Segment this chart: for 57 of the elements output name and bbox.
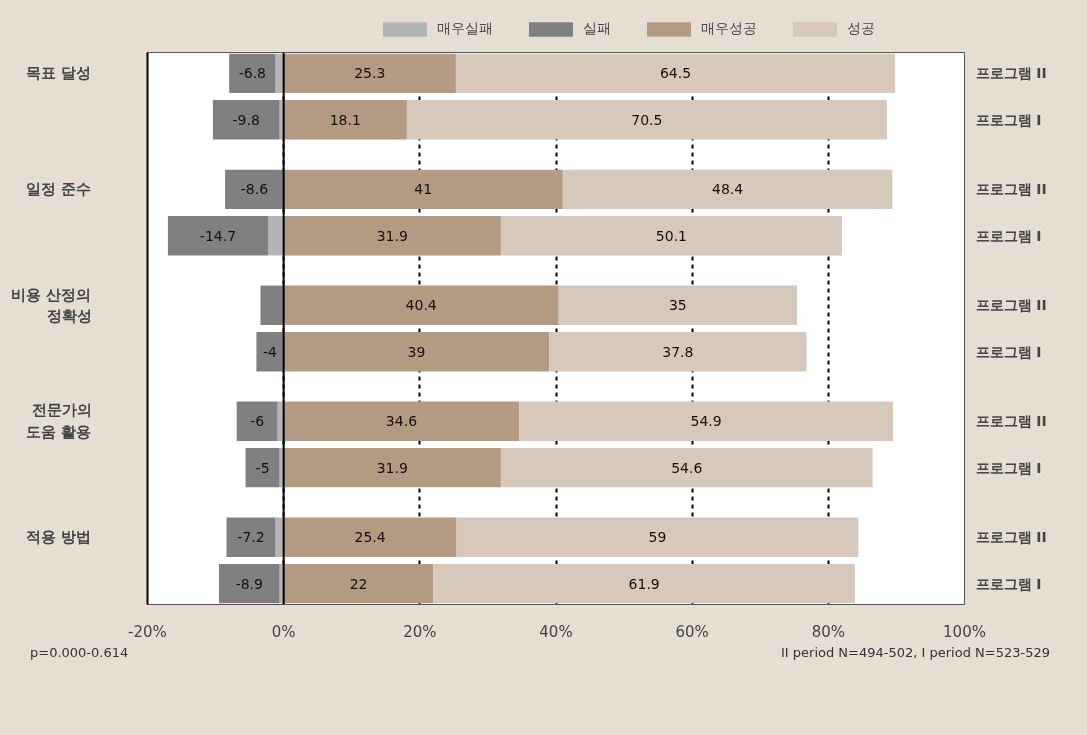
data-label: 18.1 [329, 111, 361, 128]
data-label: -4 [263, 343, 278, 360]
data-label: -8.9 [235, 575, 263, 592]
data-label: -6 [250, 413, 265, 430]
data-label: -9.8 [232, 111, 260, 128]
text: 프로그램 I [975, 227, 1042, 244]
legend-label: 매우성공 [701, 20, 757, 38]
data-label: -6.8 [238, 65, 267, 82]
text: II period N=494-502, I period N=523-529 [781, 644, 1050, 662]
data-label: -14.7 [199, 227, 237, 244]
data-label: 48.4 [711, 181, 744, 198]
x-tick-label: -20% [128, 622, 167, 641]
data-label: 70.5 [631, 111, 663, 128]
text: 프로그램 I [975, 459, 1042, 476]
text: 프로그램 II [975, 297, 1047, 314]
x-tick-label: 60% [675, 622, 709, 641]
x-tick-label: 0% [271, 622, 296, 641]
data-label: 61.9 [628, 575, 660, 592]
data-label: 40.4 [405, 297, 437, 314]
data-label: 54.6 [671, 459, 703, 476]
data-label: 34.6 [385, 413, 418, 430]
text: 프로그램 I [975, 343, 1042, 360]
text: 프로그램 I [975, 575, 1042, 592]
y-tick-label: 비용 산정의 정확성 [11, 285, 92, 326]
data-label: 22 [349, 575, 368, 592]
data-label: 37.8 [662, 343, 694, 360]
y-tick-label: 전문가의 도움 활용 [26, 401, 92, 442]
data-label: -5 [255, 459, 270, 476]
data-label: 31.9 [376, 459, 408, 476]
x-tick-label: 20% [403, 622, 437, 641]
text: 프로그램 II [975, 413, 1047, 430]
data-label: 59 [648, 529, 667, 546]
data-label: 25.3 [354, 65, 386, 82]
y-tick-label: 일정 준수 [26, 180, 92, 199]
data-label: 35 [668, 297, 687, 314]
x-tick-label: 100% [943, 622, 986, 641]
data-label: 54.9 [690, 413, 722, 430]
data-label: 31.9 [376, 227, 408, 244]
legend-label: 성공 [847, 20, 875, 38]
data-label: -8.6 [240, 181, 269, 198]
y-tick-label: 적용 방법 [26, 528, 92, 547]
x-tick-label: 80% [811, 622, 846, 641]
text: 프로그램 II [975, 181, 1047, 198]
x-tick-label: 40% [539, 622, 573, 641]
text: 프로그램 II [975, 65, 1047, 82]
legend-label: 실패 [583, 20, 611, 38]
data-label: 64.5 [659, 65, 692, 82]
data-label: -7.2 [237, 529, 265, 546]
legend-label: 매우실패 [437, 20, 493, 38]
text: p=0.000-0.614 [30, 644, 129, 662]
text: 프로그램 II [975, 529, 1047, 546]
data-label: 25.4 [354, 529, 386, 546]
y-tick-label: 목표 달성 [26, 64, 92, 83]
data-label: 41 [414, 181, 433, 198]
data-label: 39 [407, 343, 426, 360]
data-label: 50.1 [655, 227, 687, 244]
text: 프로그램 I [975, 111, 1042, 128]
